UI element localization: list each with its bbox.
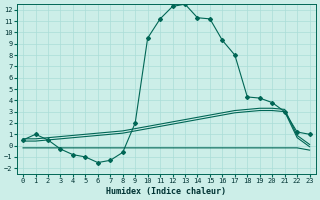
X-axis label: Humidex (Indice chaleur): Humidex (Indice chaleur) [106,187,226,196]
